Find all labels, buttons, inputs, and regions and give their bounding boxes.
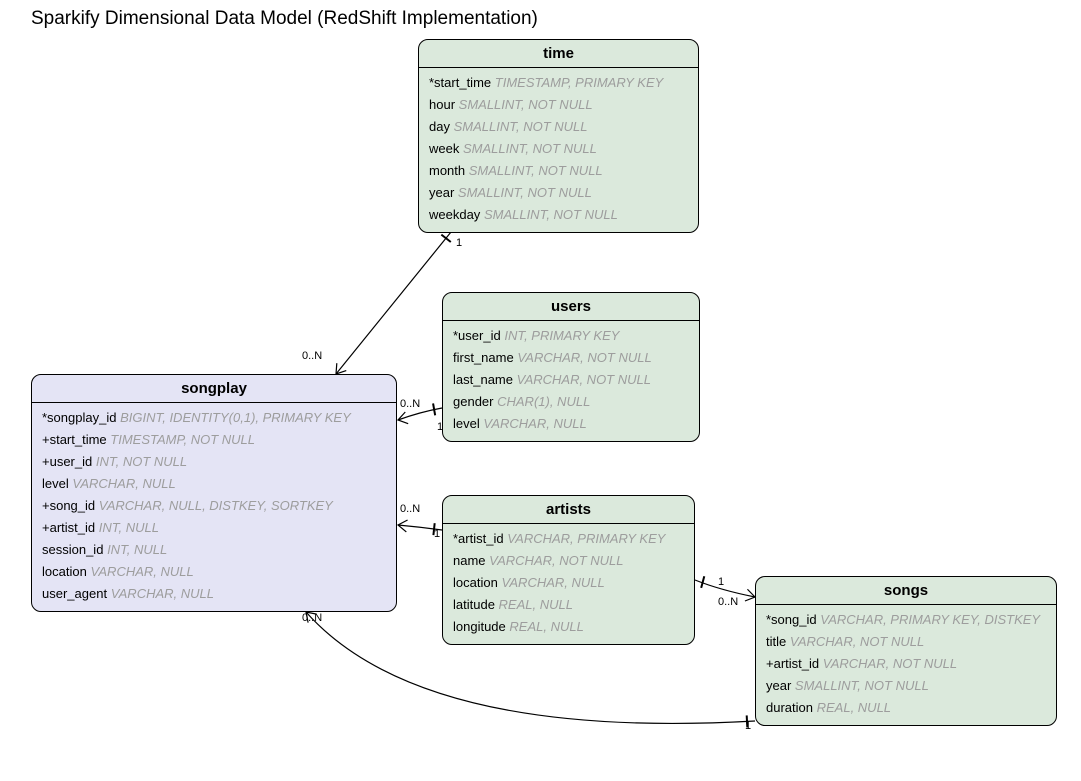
card-songplay-users-from: 0..N xyxy=(400,398,420,410)
diagram-title: Sparkify Dimensional Data Model (RedShif… xyxy=(31,8,538,30)
field: hour SMALLINT, NOT NULL xyxy=(429,94,688,116)
field: level VARCHAR, NULL xyxy=(42,473,386,495)
field: latitude REAL, NULL xyxy=(453,594,684,616)
field: *user_id INT, PRIMARY KEY xyxy=(453,325,689,347)
field: +song_id VARCHAR, NULL, DISTKEY, SORTKEY xyxy=(42,495,386,517)
entity-songs-header: songs xyxy=(756,577,1056,605)
entity-time: time *start_time TIMESTAMP, PRIMARY KEY … xyxy=(418,39,699,233)
field: session_id INT, NULL xyxy=(42,539,386,561)
entity-artists-header: artists xyxy=(443,496,694,524)
card-artists-songs-to: 1 xyxy=(718,576,724,588)
card-artists-songs-from: 0..N xyxy=(718,596,738,608)
card-songplay-songs-from: 0..N xyxy=(302,612,322,624)
entity-artists: artists *artist_id VARCHAR, PRIMARY KEY … xyxy=(442,495,695,645)
entity-time-body: *start_time TIMESTAMP, PRIMARY KEY hour … xyxy=(419,68,698,232)
field: duration REAL, NULL xyxy=(766,697,1046,719)
card-songplay-time-to: 1 xyxy=(456,237,462,249)
card-songplay-time-from: 0..N xyxy=(302,350,322,362)
field: +artist_id VARCHAR, NOT NULL xyxy=(766,653,1046,675)
entity-users-body: *user_id INT, PRIMARY KEY first_name VAR… xyxy=(443,321,699,441)
field: user_agent VARCHAR, NULL xyxy=(42,583,386,605)
field: level VARCHAR, NULL xyxy=(453,413,689,435)
field: year SMALLINT, NOT NULL xyxy=(766,675,1046,697)
card-songplay-artists-to: 1 xyxy=(434,528,440,540)
entity-time-header: time xyxy=(419,40,698,68)
field: title VARCHAR, NOT NULL xyxy=(766,631,1046,653)
field: first_name VARCHAR, NOT NULL xyxy=(453,347,689,369)
entity-users: users *user_id INT, PRIMARY KEY first_na… xyxy=(442,292,700,442)
entity-songplay-header: songplay xyxy=(32,375,396,403)
field: +user_id INT, NOT NULL xyxy=(42,451,386,473)
field: longitude REAL, NULL xyxy=(453,616,684,638)
field: year SMALLINT, NOT NULL xyxy=(429,182,688,204)
card-songplay-songs-to: 1 xyxy=(745,720,751,732)
entity-artists-body: *artist_id VARCHAR, PRIMARY KEY name VAR… xyxy=(443,524,694,644)
entity-songs: songs *song_id VARCHAR, PRIMARY KEY, DIS… xyxy=(755,576,1057,726)
field: *artist_id VARCHAR, PRIMARY KEY xyxy=(453,528,684,550)
edge-songplay-time xyxy=(331,232,451,378)
field: *start_time TIMESTAMP, PRIMARY KEY xyxy=(429,72,688,94)
field: *song_id VARCHAR, PRIMARY KEY, DISTKEY xyxy=(766,609,1046,631)
entity-songplay-body: *songplay_id BIGINT, IDENTITY(0,1), PRIM… xyxy=(32,403,396,611)
field: day SMALLINT, NOT NULL xyxy=(429,116,688,138)
card-songplay-artists-from: 0..N xyxy=(400,503,420,515)
field: gender CHAR(1), NULL xyxy=(453,391,689,413)
field: month SMALLINT, NOT NULL xyxy=(429,160,688,182)
field: +start_time TIMESTAMP, NOT NULL xyxy=(42,429,386,451)
field: last_name VARCHAR, NOT NULL xyxy=(453,369,689,391)
field: name VARCHAR, NOT NULL xyxy=(453,550,684,572)
entity-songplay: songplay *songplay_id BIGINT, IDENTITY(0… xyxy=(31,374,397,612)
field: *songplay_id BIGINT, IDENTITY(0,1), PRIM… xyxy=(42,407,386,429)
field: location VARCHAR, NULL xyxy=(42,561,386,583)
entity-songs-body: *song_id VARCHAR, PRIMARY KEY, DISTKEY t… xyxy=(756,605,1056,725)
field: +artist_id INT, NULL xyxy=(42,517,386,539)
field: week SMALLINT, NOT NULL xyxy=(429,138,688,160)
field: location VARCHAR, NULL xyxy=(453,572,684,594)
entity-users-header: users xyxy=(443,293,699,321)
field: weekday SMALLINT, NOT NULL xyxy=(429,204,688,226)
